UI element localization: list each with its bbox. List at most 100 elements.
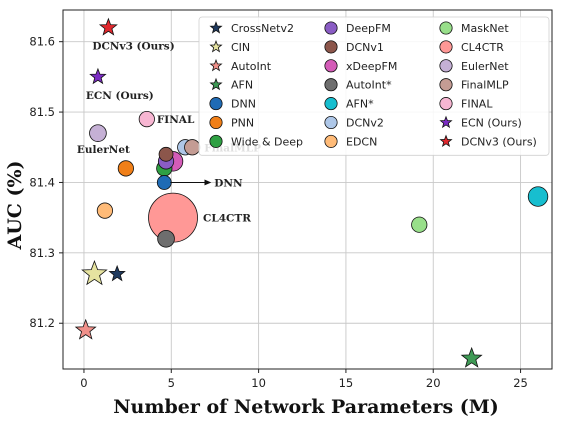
legend-label-dnn: DNN — [231, 98, 256, 111]
legend-item-dnn: DNN — [209, 97, 256, 111]
legend-item-autoint: AutoInt — [209, 58, 272, 73]
data-point-final — [138, 111, 155, 128]
annotation-dnn: DNN — [214, 177, 243, 189]
annotation-final: FINAL — [157, 114, 195, 126]
legend-item-ecn-ours: ECN (Ours) — [439, 115, 522, 130]
legend-label-pnn: PNN — [231, 117, 254, 130]
legend-marker-final — [439, 97, 453, 111]
legend-marker-edcn — [324, 134, 338, 148]
legend-marker-xdeepfm — [324, 59, 338, 73]
data-point-dcnv3-ours — [98, 17, 118, 36]
legend-item-cin: CIN — [209, 39, 250, 54]
x-tick-label: 20 — [426, 376, 441, 390]
legend-item-masknet: MaskNet — [439, 21, 509, 35]
x-tick-label: 5 — [168, 376, 175, 390]
data-point-eulernet — [89, 124, 107, 142]
data-point-afn — [527, 186, 549, 207]
y-tick-label: 81.4 — [29, 175, 55, 189]
legend-item-finalmlp: FinalMLP — [439, 78, 509, 92]
legend-marker-autoint — [324, 78, 338, 92]
annotation-dcnv3-ours: DCNv3 (Ours) — [92, 41, 174, 53]
data-point-dcnv1 — [158, 146, 174, 162]
axis-ticks: 0 5 10 15 20 25 81.2 81.3 81.4 81.5 81.6 — [29, 35, 527, 390]
legend-marker-ecn-ours — [439, 115, 453, 129]
plot-frame — [62, 9, 553, 370]
legend-label-dcnv1: DCNv1 — [346, 41, 384, 54]
y-axis-title: AUC (%) — [4, 160, 26, 250]
legend-item-cl4ctr: CL4CTR — [439, 40, 504, 54]
legend-marker-dnn — [209, 97, 223, 111]
x-axis-title: Number of Network Parameters (M) — [113, 396, 499, 418]
legend-marker-dcnv3-ours — [439, 134, 453, 147]
legend-item-crossnetv2: CrossNetv2 — [209, 21, 294, 35]
y-tick-label: 81.6 — [29, 35, 55, 49]
legend-label-cl4ctr: CL4CTR — [461, 41, 504, 54]
data-point-ecn-ours — [89, 67, 107, 85]
y-tick-label: 81.5 — [29, 105, 55, 119]
legend-label-deepfm: DeepFM — [346, 22, 391, 35]
data-point-edcn — [96, 202, 114, 219]
legend-label-masknet: MaskNet — [461, 22, 509, 35]
legend-label-eulernet: EulerNet — [461, 60, 509, 73]
legend-label-afn: AFN* — [346, 98, 374, 111]
data-points — [74, 17, 549, 368]
legend-item-afn: AFN — [209, 77, 253, 92]
legend-item-xdeepfm: xDeepFM — [324, 59, 397, 73]
data-point-autoint — [157, 229, 175, 248]
legend-item-eulernet: EulerNet — [439, 59, 509, 73]
legend-item-autoint: AutoInt* — [324, 78, 392, 92]
annotation-ecn-ours: ECN (Ours) — [86, 90, 154, 102]
y-tick-label: 81.3 — [29, 246, 55, 260]
annotation-eulernet: EulerNet — [77, 144, 130, 156]
legend-label-wide-deep: Wide & Deep — [231, 135, 303, 148]
legend-marker-autoint — [209, 58, 223, 72]
legend-label-autoint: AutoInt* — [346, 79, 392, 92]
legend-label-ecn-ours: ECN (Ours) — [461, 117, 522, 130]
legend-marker-afn — [209, 77, 223, 91]
legend-marker-crossnetv2 — [209, 21, 223, 34]
legend-marker-finalmlp — [439, 78, 453, 92]
legend-label-crossnetv2: CrossNetv2 — [231, 22, 294, 35]
legend-item-wide-deep: Wide & Deep — [209, 134, 303, 148]
legend-marker-eulernet — [439, 59, 453, 73]
legend-label-autoint: AutoInt — [231, 60, 272, 73]
legend-label-dcnv3-ours: DCNv3 (Ours) — [461, 135, 537, 148]
data-point-masknet — [411, 216, 428, 233]
x-tick-label: 25 — [513, 376, 528, 390]
legend-item-dcnv2: DCNv2 — [324, 115, 384, 130]
legend-item-edcn: EDCN — [324, 134, 377, 148]
legend: CrossNetv2 CIN AutoInt AFN DNN PNN Wide & Deep… — [198, 16, 550, 156]
legend-marker-dcnv2 — [324, 115, 338, 130]
data-point-autoint — [74, 318, 97, 340]
legend-marker-pnn — [209, 115, 223, 130]
legend-marker-cl4ctr — [439, 40, 453, 54]
annotation-cl4ctr: CL4CTR — [203, 213, 251, 225]
data-point-crossnetv2 — [108, 264, 126, 282]
legend-label-finalmlp: FinalMLP — [461, 79, 509, 92]
legend-label-edcn: EDCN — [346, 135, 377, 148]
legend-marker-afn — [324, 97, 338, 111]
legend-marker-wide-deep — [209, 134, 223, 148]
legend-label-xdeepfm: xDeepFM — [346, 60, 397, 73]
legend-item-pnn: PNN — [209, 115, 254, 130]
y-tick-label: 81.2 — [29, 316, 55, 330]
legend-label-afn: AFN — [231, 79, 253, 92]
legend-label-dcnv2: DCNv2 — [346, 117, 384, 130]
data-point-afn — [460, 346, 483, 368]
legend-item-afn: AFN* — [324, 97, 374, 111]
x-tick-label: 15 — [339, 376, 354, 390]
data-point-dnn — [156, 175, 172, 190]
legend-frame — [198, 16, 550, 156]
data-point-cin — [81, 260, 108, 286]
x-tick-label: 0 — [80, 376, 87, 390]
legend-item-dcnv3-ours: DCNv3 (Ours) — [439, 134, 537, 148]
legend-item-final: FINAL — [439, 97, 493, 111]
data-point-finalmlp — [184, 139, 201, 156]
legend-marker-dcnv1 — [324, 40, 338, 54]
data-point-pnn — [117, 160, 134, 177]
legend-label-final: FINAL — [461, 98, 493, 111]
legend-marker-cin — [209, 39, 223, 53]
legend-item-dcnv1: DCNv1 — [324, 40, 384, 54]
x-tick-label: 10 — [251, 376, 266, 390]
